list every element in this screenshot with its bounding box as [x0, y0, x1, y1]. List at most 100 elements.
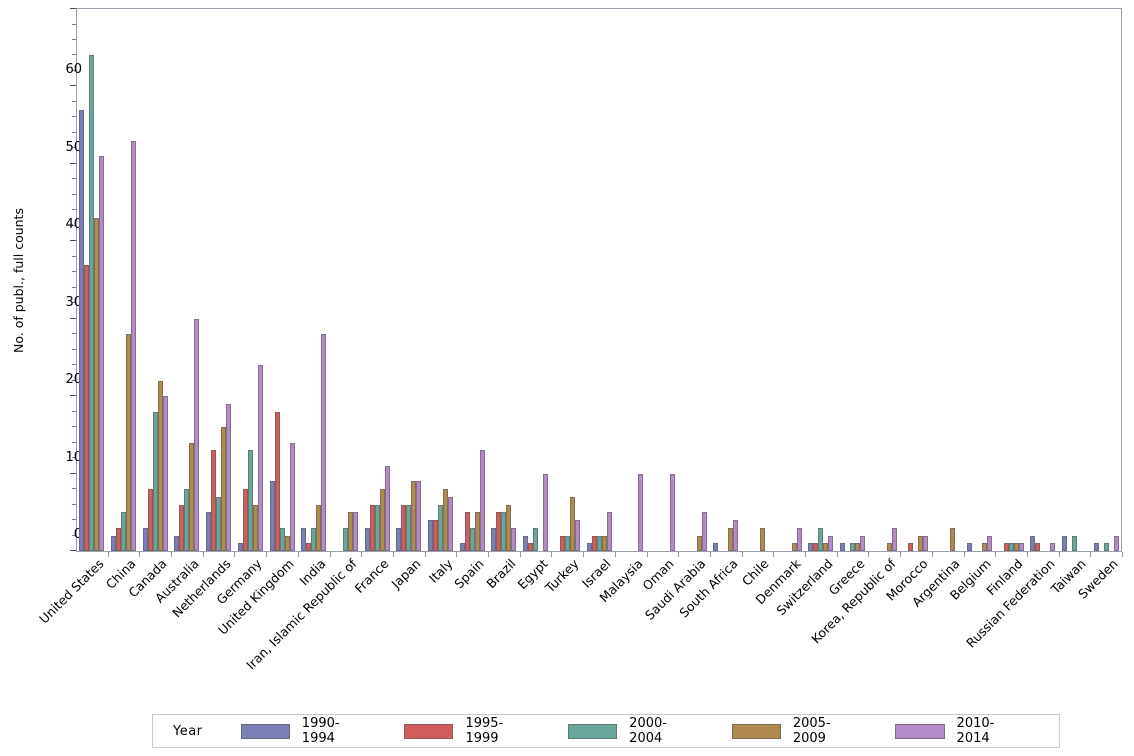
bar[interactable]: [237, 543, 243, 551]
bar[interactable]: [206, 512, 212, 551]
bar[interactable]: [496, 512, 502, 551]
bar[interactable]: [501, 512, 507, 551]
bar[interactable]: [966, 543, 972, 551]
bar[interactable]: [84, 264, 90, 551]
bar[interactable]: [601, 535, 607, 551]
bar[interactable]: [860, 535, 866, 551]
bar[interactable]: [396, 527, 402, 551]
bar[interactable]: [369, 504, 375, 551]
bar[interactable]: [506, 504, 512, 551]
bar[interactable]: [321, 334, 327, 551]
bar[interactable]: [279, 527, 285, 551]
bar[interactable]: [1061, 535, 1067, 551]
bar[interactable]: [216, 496, 222, 551]
bar[interactable]: [416, 481, 422, 551]
bar[interactable]: [94, 218, 100, 551]
bar[interactable]: [886, 543, 892, 551]
bar[interactable]: [459, 543, 465, 551]
bar[interactable]: [523, 535, 529, 551]
bar[interactable]: [257, 365, 263, 551]
bar[interactable]: [713, 543, 719, 551]
bar[interactable]: [1071, 535, 1077, 551]
bar[interactable]: [126, 334, 132, 551]
bar[interactable]: [289, 442, 295, 551]
bar[interactable]: [533, 527, 539, 551]
bar[interactable]: [696, 535, 702, 551]
bar[interactable]: [79, 109, 85, 551]
bar[interactable]: [791, 543, 797, 551]
bar[interactable]: [194, 318, 200, 551]
bar[interactable]: [908, 543, 914, 551]
bar[interactable]: [99, 156, 105, 551]
bar[interactable]: [574, 520, 580, 551]
bar[interactable]: [433, 520, 438, 551]
bar[interactable]: [759, 527, 765, 551]
bar[interactable]: [850, 543, 856, 551]
bar[interactable]: [438, 504, 443, 551]
bar[interactable]: [1093, 543, 1099, 551]
bar[interactable]: [116, 527, 122, 551]
bar[interactable]: [342, 527, 348, 551]
bar[interactable]: [986, 535, 992, 551]
bar[interactable]: [352, 512, 358, 551]
bar[interactable]: [242, 489, 248, 551]
bar[interactable]: [301, 527, 307, 551]
bar[interactable]: [252, 504, 258, 551]
bar[interactable]: [406, 504, 412, 551]
bar[interactable]: [189, 442, 195, 551]
bar[interactable]: [464, 512, 470, 551]
bar[interactable]: [121, 512, 127, 551]
bar[interactable]: [284, 535, 290, 551]
bar[interactable]: [379, 489, 385, 551]
bar[interactable]: [796, 527, 802, 551]
bar[interactable]: [428, 520, 433, 551]
bar[interactable]: [950, 527, 956, 551]
bar[interactable]: [813, 543, 819, 551]
bar[interactable]: [479, 450, 485, 551]
legend-item[interactable]: 1990-1994: [240, 716, 367, 746]
bar[interactable]: [157, 380, 163, 551]
legend-item[interactable]: 1995-1999: [404, 716, 530, 746]
bar[interactable]: [184, 489, 190, 551]
bar[interactable]: [733, 520, 739, 551]
bar[interactable]: [543, 473, 549, 551]
bar[interactable]: [918, 535, 924, 551]
bar[interactable]: [211, 450, 217, 551]
bar[interactable]: [606, 512, 612, 551]
bar[interactable]: [1013, 543, 1019, 551]
bar[interactable]: [443, 489, 448, 551]
bar[interactable]: [855, 543, 861, 551]
bar[interactable]: [823, 543, 829, 551]
bar[interactable]: [1030, 535, 1036, 551]
bar[interactable]: [247, 450, 253, 551]
bar[interactable]: [828, 535, 834, 551]
bar[interactable]: [1050, 543, 1056, 551]
bar[interactable]: [808, 543, 814, 551]
bar[interactable]: [596, 535, 602, 551]
bar[interactable]: [1103, 543, 1109, 551]
bar[interactable]: [179, 504, 185, 551]
bar[interactable]: [701, 512, 707, 551]
bar[interactable]: [131, 140, 137, 551]
bar[interactable]: [401, 504, 407, 551]
bar[interactable]: [269, 481, 275, 551]
bar[interactable]: [142, 527, 148, 551]
bar[interactable]: [469, 527, 475, 551]
bar[interactable]: [274, 411, 280, 551]
bar[interactable]: [528, 543, 534, 551]
bar[interactable]: [511, 527, 517, 551]
bar[interactable]: [89, 55, 95, 551]
bar[interactable]: [564, 535, 570, 551]
bar[interactable]: [1113, 535, 1119, 551]
bar[interactable]: [818, 527, 824, 551]
bar[interactable]: [152, 411, 158, 551]
legend-item[interactable]: 2000-2004: [567, 716, 694, 746]
bar[interactable]: [923, 535, 929, 551]
bar[interactable]: [1003, 543, 1009, 551]
bar[interactable]: [347, 512, 353, 551]
bar[interactable]: [891, 527, 897, 551]
bar[interactable]: [840, 543, 846, 551]
bar[interactable]: [474, 512, 480, 551]
bar[interactable]: [316, 504, 322, 551]
bar[interactable]: [569, 496, 575, 551]
